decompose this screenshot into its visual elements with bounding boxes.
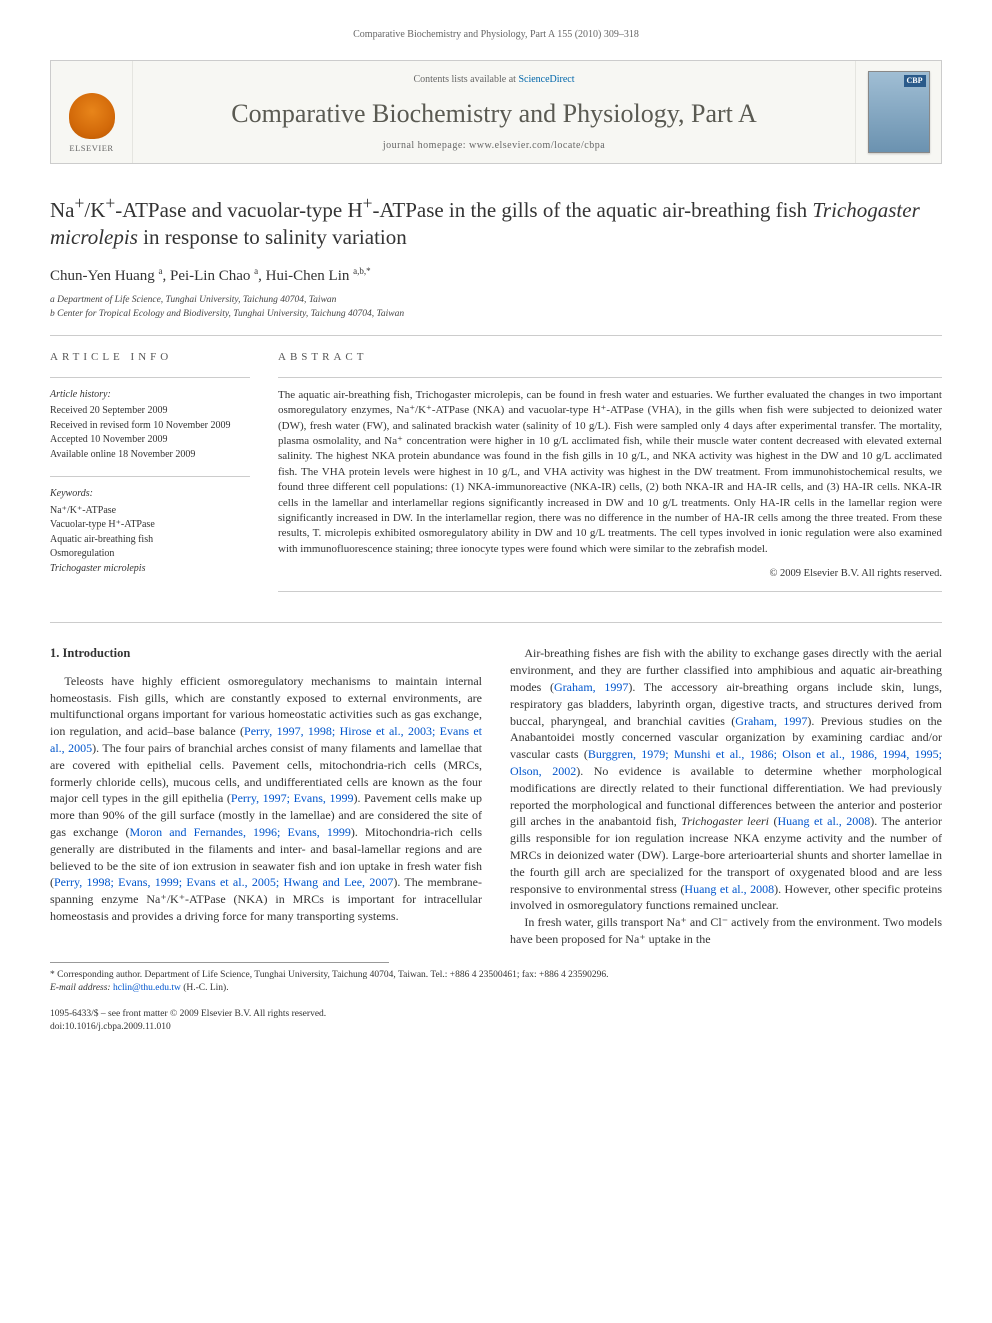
article-title: Na+/K+-ATPase and vacuolar-type H+-ATPas… bbox=[50, 192, 942, 252]
elsevier-tree-icon bbox=[69, 93, 115, 139]
email-link[interactable]: hclin@thu.edu.tw bbox=[113, 983, 181, 993]
divider bbox=[278, 377, 942, 378]
email-label: E-mail address: bbox=[50, 983, 111, 993]
corresponding-author: * Corresponding author. Department of Li… bbox=[50, 969, 942, 982]
journal-banner: ELSEVIER Contents lists available at Sci… bbox=[50, 60, 942, 164]
paragraph: Teleosts have highly efficient osmoregul… bbox=[50, 673, 482, 925]
affiliations: a Department of Life Science, Tunghai Un… bbox=[50, 294, 942, 321]
keywords-label: Keywords: bbox=[50, 487, 250, 502]
article-info-heading: article info bbox=[50, 350, 250, 365]
publisher-logo: ELSEVIER bbox=[51, 61, 133, 163]
info-abstract-row: article info Article history: Received 2… bbox=[50, 350, 942, 592]
history-block: Article history: Received 20 September 2… bbox=[50, 388, 250, 463]
keyword: Aquatic air-breathing fish bbox=[50, 533, 250, 548]
history-item: Available online 18 November 2009 bbox=[50, 448, 250, 463]
history-item: Accepted 10 November 2009 bbox=[50, 433, 250, 448]
paragraph: Air-breathing fishes are fish with the a… bbox=[510, 645, 942, 914]
divider bbox=[50, 377, 250, 378]
availability-line: Contents lists available at ScienceDirec… bbox=[143, 73, 845, 87]
journal-cover-icon: CBP bbox=[868, 71, 930, 153]
journal-name: Comparative Biochemistry and Physiology,… bbox=[143, 96, 845, 131]
doi-line: doi:10.1016/j.cbpa.2009.11.010 bbox=[50, 1021, 942, 1034]
email-line: E-mail address: hclin@thu.edu.tw (H.-C. … bbox=[50, 982, 942, 995]
running-header: Comparative Biochemistry and Physiology,… bbox=[50, 28, 942, 42]
sciencedirect-link[interactable]: ScienceDirect bbox=[518, 74, 574, 85]
publisher-name: ELSEVIER bbox=[69, 143, 113, 154]
body-columns: 1. Introduction Teleosts have highly eff… bbox=[50, 645, 942, 947]
footnotes: * Corresponding author. Department of Li… bbox=[50, 969, 942, 995]
abstract-copyright: © 2009 Elsevier B.V. All rights reserved… bbox=[278, 567, 942, 581]
email-who: (H.-C. Lin). bbox=[183, 983, 228, 993]
cover-box: CBP bbox=[855, 61, 941, 163]
journal-homepage: journal homepage: www.elsevier.com/locat… bbox=[143, 139, 845, 153]
banner-middle: Contents lists available at ScienceDirec… bbox=[133, 61, 855, 163]
keyword: Osmoregulation bbox=[50, 547, 250, 562]
divider bbox=[50, 335, 942, 336]
abstract-heading: abstract bbox=[278, 350, 942, 365]
abstract: abstract The aquatic air-breathing fish,… bbox=[278, 350, 942, 592]
section-heading: 1. Introduction bbox=[50, 645, 482, 663]
keyword: Na⁺/K⁺-ATPase bbox=[50, 504, 250, 519]
keyword: Vacuolar-type H⁺-ATPase bbox=[50, 518, 250, 533]
homepage-pre: journal homepage: bbox=[383, 140, 469, 151]
article-info: article info Article history: Received 2… bbox=[50, 350, 250, 592]
history-item: Received in revised form 10 November 200… bbox=[50, 419, 250, 434]
keyword: Trichogaster microlepis bbox=[50, 562, 250, 577]
authors: Chun-Yen Huang a, Pei-Lin Chao a, Hui-Ch… bbox=[50, 265, 942, 286]
homepage-url[interactable]: www.elsevier.com/locate/cbpa bbox=[469, 140, 605, 151]
footnote-divider bbox=[50, 962, 389, 963]
history-item: Received 20 September 2009 bbox=[50, 404, 250, 419]
availability-pre: Contents lists available at bbox=[413, 74, 518, 85]
cover-badge: CBP bbox=[904, 75, 926, 88]
history-label: Article history: bbox=[50, 388, 250, 403]
keywords-block: Keywords: Na⁺/K⁺-ATPase Vacuolar-type H⁺… bbox=[50, 487, 250, 576]
divider bbox=[50, 476, 250, 477]
paragraph: In fresh water, gills transport Na⁺ and … bbox=[510, 914, 942, 948]
issn-line: 1095-6433/$ – see front matter © 2009 El… bbox=[50, 1008, 942, 1021]
divider bbox=[278, 591, 942, 592]
affiliation-b: b Center for Tropical Ecology and Biodiv… bbox=[50, 308, 942, 321]
bottom-meta: 1095-6433/$ – see front matter © 2009 El… bbox=[50, 1008, 942, 1034]
divider bbox=[50, 622, 942, 623]
abstract-text: The aquatic air-breathing fish, Trichoga… bbox=[278, 388, 942, 557]
affiliation-a: a Department of Life Science, Tunghai Un… bbox=[50, 294, 942, 307]
